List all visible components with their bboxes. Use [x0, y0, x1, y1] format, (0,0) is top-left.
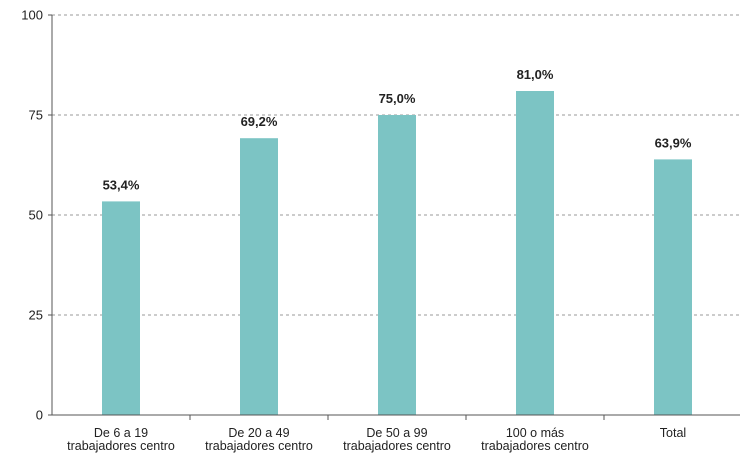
- bar-0: [102, 201, 140, 415]
- data-label-1: 69,2%: [241, 114, 278, 129]
- bar-2: [378, 115, 416, 415]
- bar-1: [240, 138, 278, 415]
- data-label-4: 63,9%: [655, 135, 692, 150]
- y-tick-label-25: 25: [29, 308, 43, 323]
- bars: [102, 91, 692, 415]
- data-label-2: 75,0%: [379, 91, 416, 106]
- y-tick-label-100: 100: [21, 8, 43, 23]
- category-label-4-0: Total: [660, 426, 686, 440]
- category-label-1-1: trabajadores centro: [205, 439, 313, 453]
- axes: [48, 14, 740, 420]
- category-label-3-0: 100 o más: [506, 426, 564, 440]
- category-label-2-0: De 50 a 99: [366, 426, 427, 440]
- bar-3: [516, 91, 554, 415]
- category-label-3-1: trabajadores centro: [481, 439, 589, 453]
- category-label-0-0: De 6 a 19: [94, 426, 148, 440]
- bar-4: [654, 159, 692, 415]
- y-tick-label-0: 0: [36, 408, 43, 423]
- category-label-1-0: De 20 a 49: [228, 426, 289, 440]
- data-label-0: 53,4%: [103, 177, 140, 192]
- category-label-0-1: trabajadores centro: [67, 439, 175, 453]
- y-tick-label-75: 75: [29, 108, 43, 123]
- data-label-3: 81,0%: [517, 67, 554, 82]
- category-label-2-1: trabajadores centro: [343, 439, 451, 453]
- y-tick-label-50: 50: [29, 208, 43, 223]
